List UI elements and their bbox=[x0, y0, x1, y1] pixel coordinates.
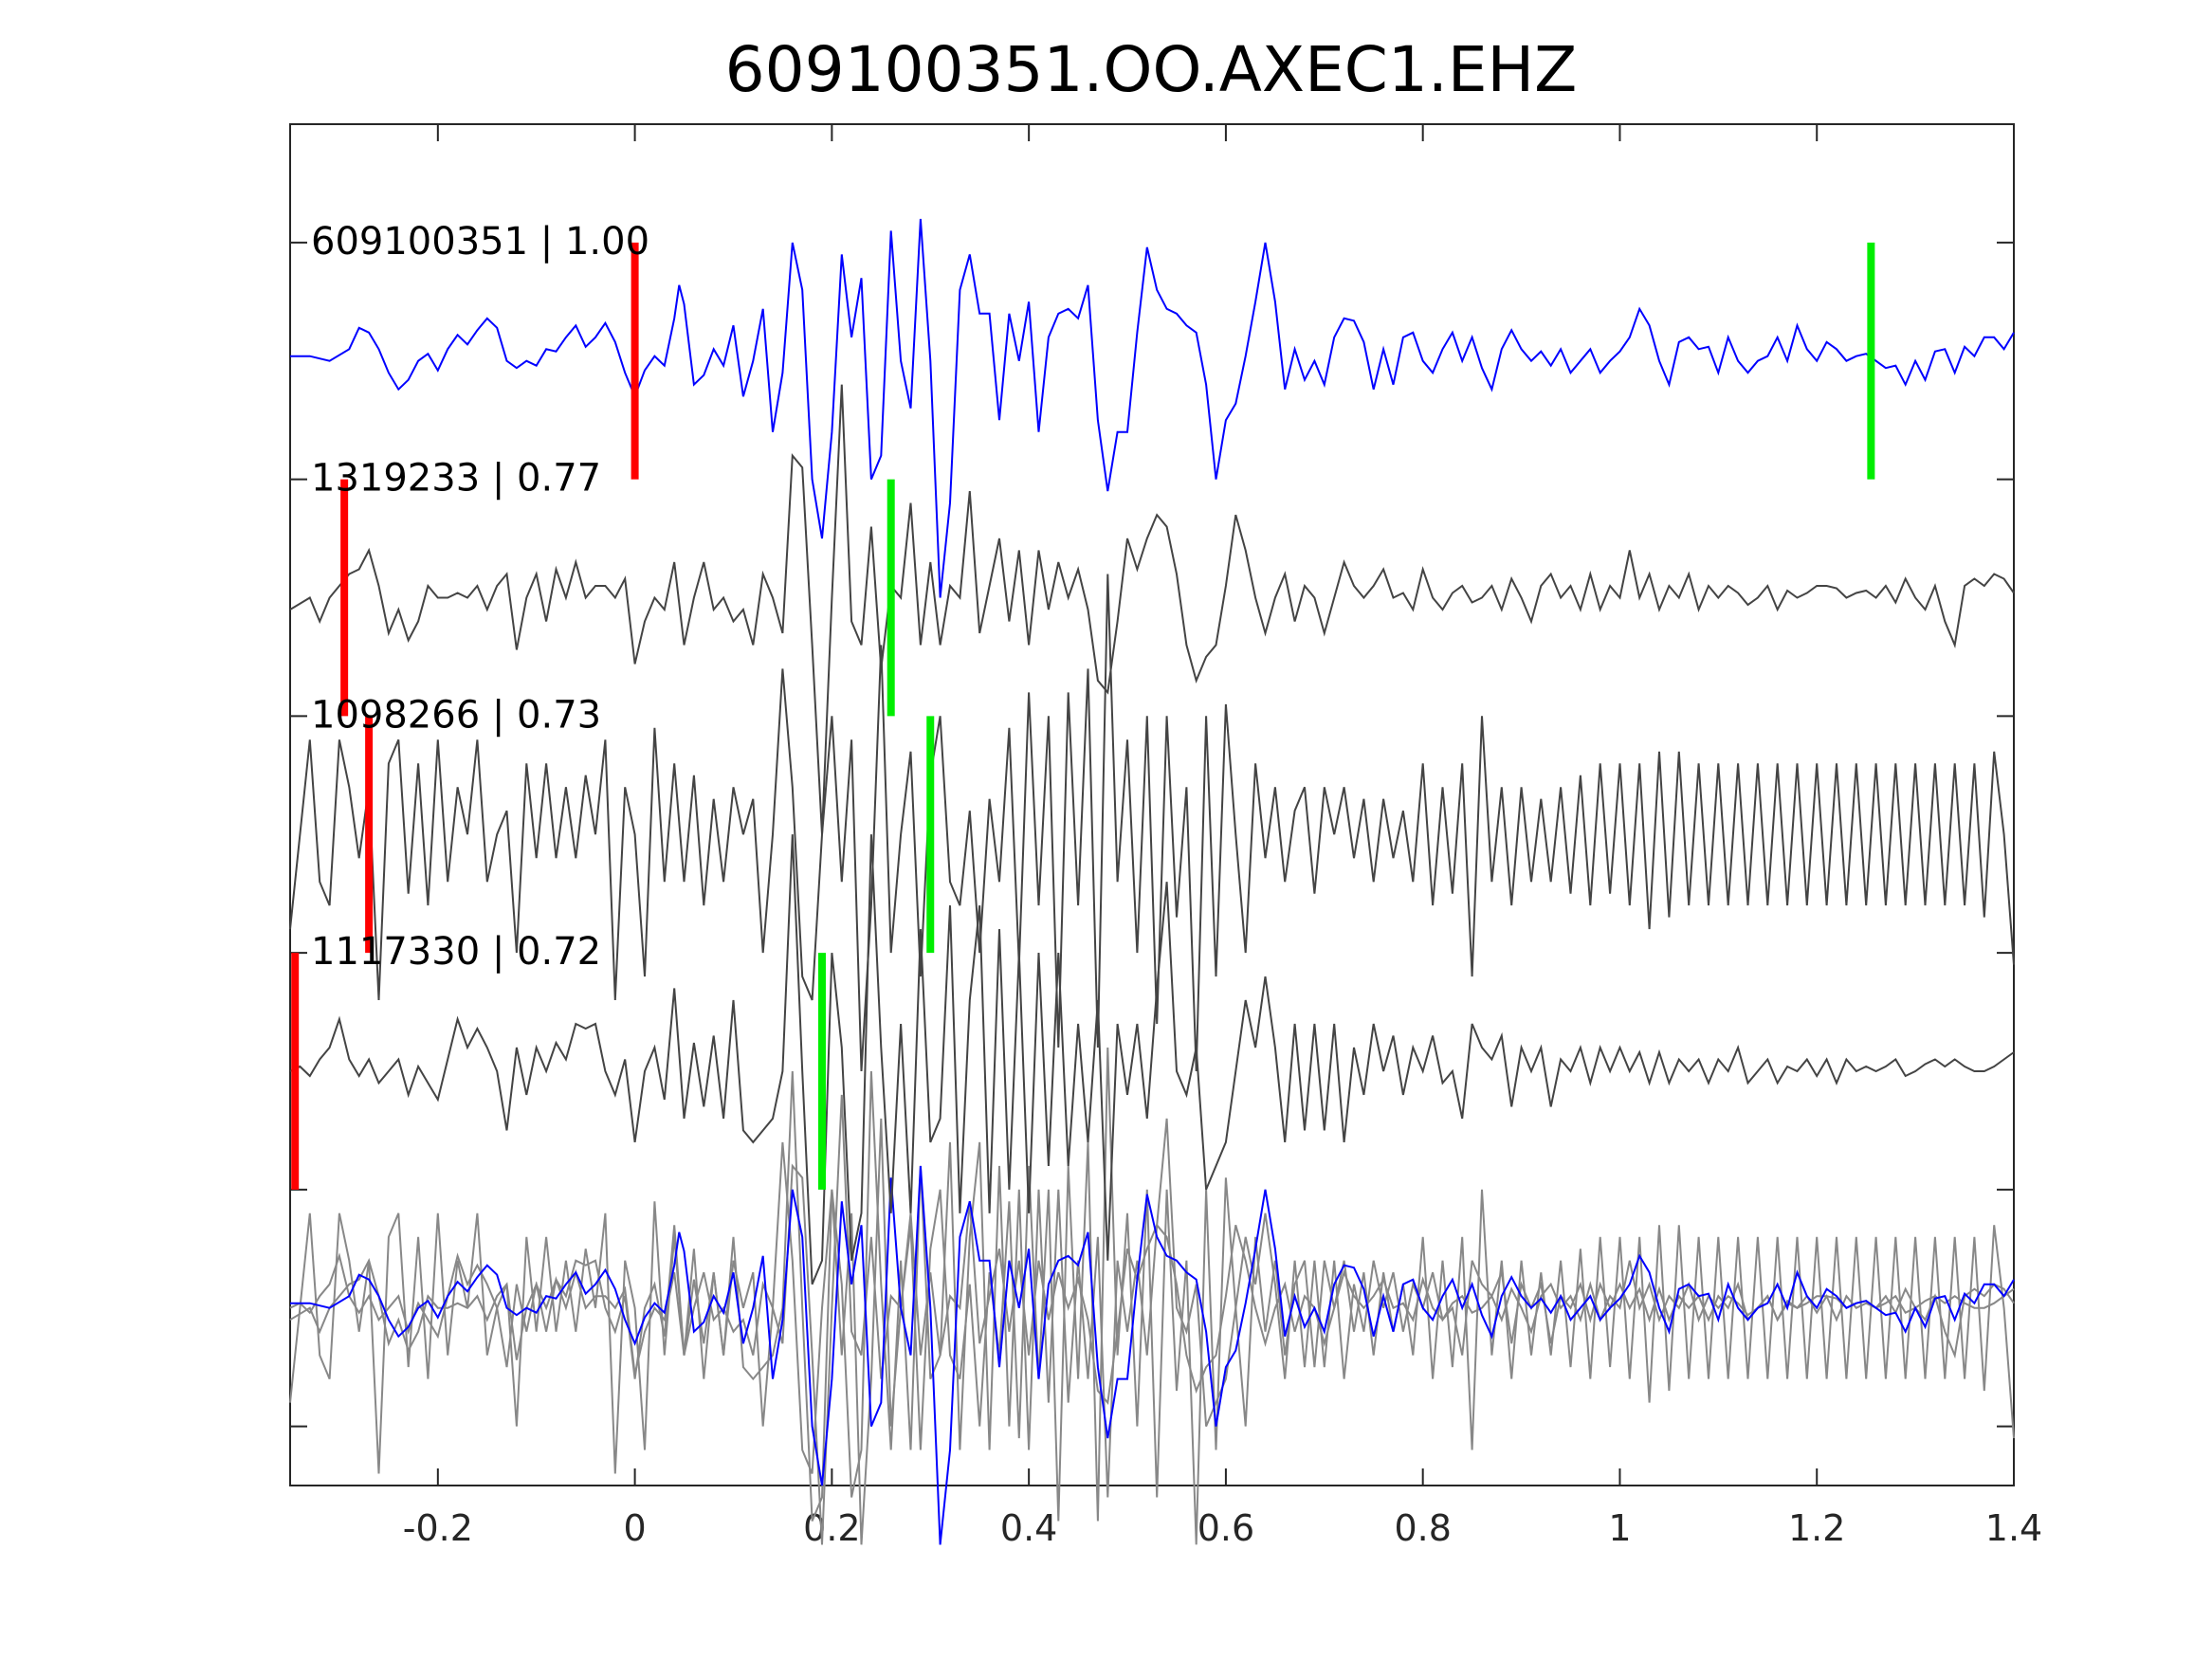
x-tick-label: -0.2 bbox=[403, 1507, 473, 1549]
axis-ticks bbox=[290, 124, 2015, 1486]
stack-trace-line bbox=[289, 1047, 2015, 1545]
plot-area bbox=[289, 123, 2015, 1486]
trace-label: 609100351 | 1.00 bbox=[311, 220, 649, 264]
trace-label: 1319233 | 0.77 bbox=[311, 457, 601, 501]
trace-label: 1117330 | 0.72 bbox=[311, 930, 601, 974]
trace-label: 1098266 | 0.73 bbox=[311, 693, 601, 737]
stacked-overlay bbox=[289, 1047, 2015, 1545]
x-tick-label: 0 bbox=[624, 1507, 647, 1549]
stack-trace-line bbox=[289, 1070, 2015, 1522]
trace-lines bbox=[289, 218, 2015, 1285]
phase-picks bbox=[291, 242, 1875, 1190]
x-tick-label: 0.6 bbox=[1197, 1507, 1254, 1549]
trace-line bbox=[290, 218, 2015, 598]
x-tick-label: 1 bbox=[1608, 1507, 1631, 1549]
stack-trace-line bbox=[290, 1165, 2015, 1545]
trace-labels: 609100351 | 1.00 1319233 | 0.77 1098266 | … bbox=[311, 220, 649, 974]
trace-line bbox=[289, 384, 2015, 835]
x-tick-label: 0.4 bbox=[1000, 1507, 1057, 1549]
trace-line bbox=[289, 834, 2015, 1285]
chart-title: 609100351.OO.AXEC1.EHZ bbox=[725, 33, 1578, 106]
trace-line bbox=[289, 574, 2015, 1072]
x-tick-label: 1.4 bbox=[1985, 1507, 2042, 1549]
x-tick-label: 0.8 bbox=[1394, 1507, 1451, 1549]
x-tick-labels: -0.2 0 0.2 0.4 0.6 0.8 1 1.2 1.4 bbox=[403, 1507, 2042, 1549]
x-tick-label: 1.2 bbox=[1788, 1507, 1845, 1549]
